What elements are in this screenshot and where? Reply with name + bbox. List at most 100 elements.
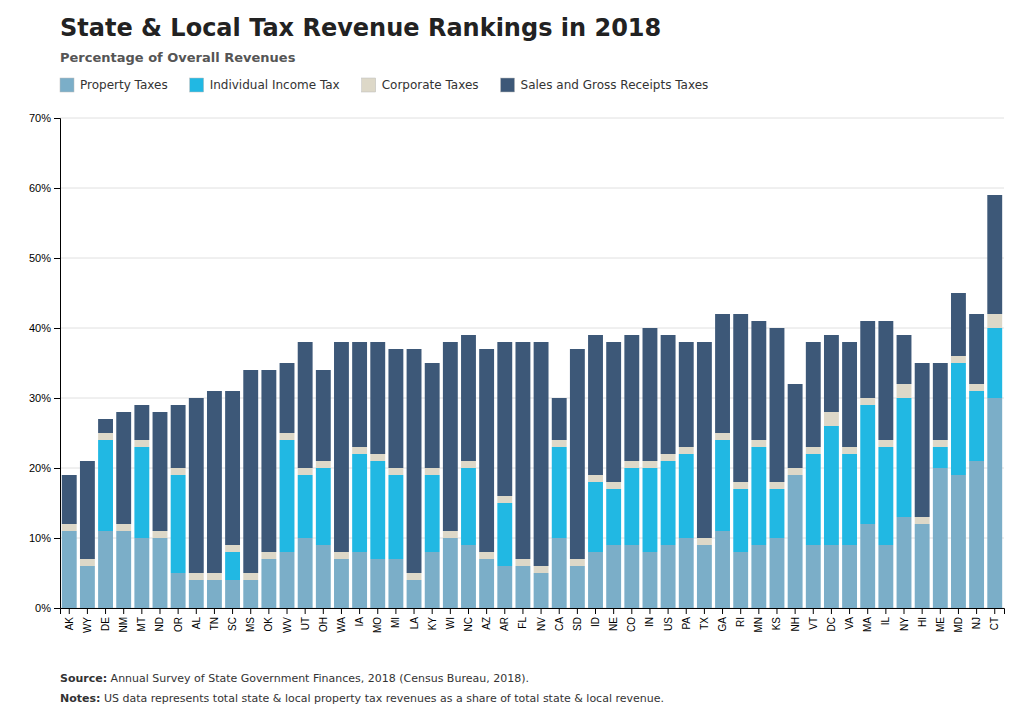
bar <box>751 447 766 545</box>
bar <box>515 566 530 608</box>
tick-label: ME <box>935 617 946 632</box>
tick-mark <box>504 608 505 614</box>
tick-mark <box>196 608 197 614</box>
tick-label: US <box>663 617 674 631</box>
bar <box>134 447 149 538</box>
tick: IL <box>880 608 891 625</box>
series <box>62 314 1002 580</box>
tick-mark <box>341 608 342 614</box>
tick: WA <box>336 608 347 633</box>
tick-label: 10% <box>29 532 51 544</box>
tick-label: CA <box>554 617 565 631</box>
bar <box>98 531 113 608</box>
bar <box>352 447 367 454</box>
bar <box>770 489 785 538</box>
bar <box>225 391 240 545</box>
tick-mark <box>54 468 60 469</box>
tick-label: IL <box>880 617 891 626</box>
bar <box>697 545 712 608</box>
grid <box>60 118 1004 608</box>
tick: ID <box>590 608 601 627</box>
bar <box>316 370 331 461</box>
bar <box>134 440 149 447</box>
tick-label: CT <box>989 617 1000 630</box>
tick-mark <box>323 608 324 614</box>
bar <box>62 531 77 608</box>
bar <box>969 384 984 391</box>
y-axis: 0%10%20%30%40%50%60%70% <box>29 112 61 614</box>
tick: MA <box>862 608 873 632</box>
tick-mark <box>686 608 687 614</box>
bar <box>751 545 766 608</box>
bar <box>733 489 748 552</box>
legend-swatch <box>501 78 515 92</box>
tick-label: KS <box>771 617 782 631</box>
tick-mark <box>287 608 288 614</box>
bar <box>243 370 258 573</box>
tick: GA <box>717 608 728 631</box>
tick: WV <box>282 608 293 633</box>
bar <box>189 580 204 608</box>
tick-mark <box>522 608 523 614</box>
tick-mark <box>159 608 160 614</box>
plot: 0%10%20%30%40%50%60%70%AKWYDENMMTNDORALT… <box>29 112 1005 633</box>
bar <box>352 454 367 552</box>
tick: VT <box>808 608 819 630</box>
tick-label: RI <box>735 617 746 627</box>
tick: 0% <box>35 602 60 614</box>
tick-mark <box>214 608 215 614</box>
bar <box>951 363 966 475</box>
bar <box>824 412 839 426</box>
bar <box>225 545 240 552</box>
tick-label: OK <box>263 617 274 632</box>
tick-label: NV <box>536 617 547 631</box>
tick-mark <box>668 608 669 614</box>
bar <box>425 363 440 468</box>
tick-label: FL <box>517 617 528 629</box>
tick-mark <box>141 608 142 614</box>
tick-label: MI <box>390 617 401 628</box>
bar <box>697 342 712 538</box>
bar <box>461 335 476 461</box>
grid-line <box>60 258 1004 259</box>
tick: DC <box>826 608 837 631</box>
bar <box>62 524 77 531</box>
tick: MD <box>953 608 964 633</box>
tick: MS <box>245 608 256 632</box>
source: Source: Annual Survey of State Governmen… <box>60 672 529 685</box>
bar <box>425 552 440 608</box>
bar <box>661 461 676 545</box>
tick: MI <box>390 608 401 628</box>
bar <box>915 524 930 608</box>
tick-mark <box>468 608 469 614</box>
tick: MO <box>372 608 383 633</box>
tick-mark <box>649 608 650 614</box>
bar <box>153 538 168 608</box>
bar <box>80 566 95 608</box>
tick-label: AZ <box>481 617 492 630</box>
tick: IA <box>354 608 365 626</box>
notes: Notes: US data represents total state & … <box>60 692 664 705</box>
bar <box>969 314 984 384</box>
bar <box>733 314 748 482</box>
tick-label: SC <box>227 617 238 631</box>
bar <box>534 573 549 608</box>
tick-mark <box>795 608 796 614</box>
tick-label: TN <box>209 617 220 630</box>
bar <box>806 342 821 447</box>
tick-mark <box>958 608 959 614</box>
bar <box>298 475 313 538</box>
tick-mark <box>849 608 850 614</box>
tick: KY <box>427 608 438 630</box>
tick: NM <box>118 608 129 633</box>
tick: NH <box>790 608 801 631</box>
tick-mark <box>87 608 88 614</box>
tick-label: NJ <box>971 617 982 629</box>
bar <box>588 552 603 608</box>
tick: WY <box>82 608 93 633</box>
axis-line <box>61 609 1005 615</box>
bar <box>951 356 966 363</box>
bar <box>352 342 367 447</box>
bar <box>987 328 1002 398</box>
tick-label: WI <box>445 617 456 629</box>
